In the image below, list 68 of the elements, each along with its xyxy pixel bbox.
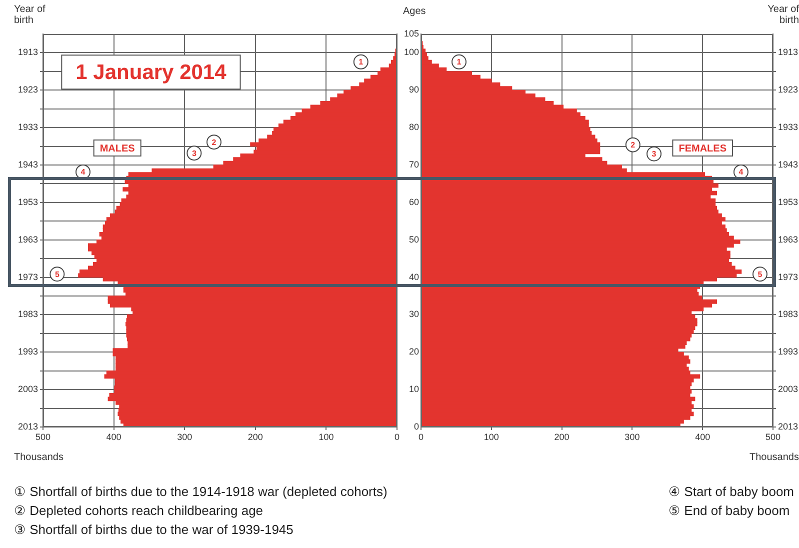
x-tick-label: 200 [554, 432, 570, 442]
y2-tick-label: 1933 [18, 122, 38, 132]
x-tick-label: 400 [106, 432, 122, 442]
y2-tick-label: 1923 [18, 84, 38, 95]
y2-tick-label: 1913 [18, 47, 38, 58]
annotation: 2 [212, 138, 217, 147]
x-tick-label: 500 [765, 432, 781, 442]
x-tick-label: 100 [484, 432, 499, 442]
series-label: MALES [100, 144, 136, 155]
text: ② Depleted cohorts reach childbearing age [14, 503, 264, 518]
y2-tick-label: 1953 [18, 196, 38, 207]
y-tick-label: 80 [408, 122, 419, 132]
annotation: 2 [630, 140, 636, 150]
y2-tick-label: 1953 [778, 196, 798, 207]
x-tick-label: 200 [248, 432, 263, 442]
y2-tick-label: 1943 [778, 159, 798, 170]
y-tick-label: 60 [408, 196, 419, 207]
y-tick-label: 105 [404, 28, 419, 38]
y2-axis-title: Year of birth [766, 4, 799, 26]
y2-tick-label: 1923 [778, 84, 798, 95]
annotation: 4 [738, 168, 744, 177]
y2-tick-label: 1913 [778, 47, 798, 58]
annotation: 4 [80, 168, 86, 177]
y2-tick-label: 1983 [778, 309, 798, 320]
y2-tick-label: 1973 [18, 272, 38, 282]
x-tick-label: 500 [35, 432, 51, 442]
x-axis-title: Thousands [14, 452, 64, 463]
annotation: 1 [358, 58, 364, 67]
text: ④ Start of baby boom [668, 484, 794, 499]
y-tick-label: 90 [408, 84, 419, 95]
y2-tick-label: 1943 [18, 159, 38, 170]
y-tick-label: 0 [414, 421, 419, 432]
annotation: 3 [652, 150, 657, 159]
y-tick-label: 40 [408, 272, 419, 282]
y2-tick-label: 2003 [18, 384, 38, 394]
x-tick-label: 0 [394, 432, 400, 442]
y2-axis-title: Year of birth [14, 4, 46, 26]
y2-tick-label: 1993 [18, 346, 38, 357]
y2-tick-label: 2003 [778, 384, 798, 394]
annotation: 1 [456, 58, 462, 67]
x-tick-label: 300 [624, 432, 640, 442]
x-tick-label: 100 [318, 432, 334, 442]
y2-tick-label: 1973 [778, 272, 798, 282]
annotation: 5 [54, 270, 60, 279]
y2-tick-label: 1993 [778, 346, 798, 357]
y2-tick-label: 2013 [778, 421, 798, 432]
x-tick-label: 400 [695, 432, 710, 442]
y-tick-label: 20 [408, 346, 419, 357]
annotation: 3 [192, 148, 197, 158]
series-label: FEMALES [678, 144, 727, 155]
y-tick-label: 100 [404, 47, 419, 58]
y-axis-title: Ages [403, 6, 426, 17]
annotation: 5 [758, 270, 763, 279]
text: ③ Shortfall of births due to the war of 1939-1945 [14, 522, 294, 537]
y-tick-label: 10 [408, 384, 419, 394]
y2-tick-label: 1933 [778, 122, 798, 132]
y2-tick-label: 2013 [18, 421, 38, 432]
text: ① Shortfall of births due to the 1914-1918 war (depleted cohorts) [14, 484, 388, 499]
x-tick-label: 300 [177, 432, 192, 442]
y2-tick-label: 1983 [18, 309, 38, 320]
y2-tick-label: 1963 [778, 234, 798, 244]
text: 1 January 2014 [76, 60, 227, 84]
text: ⑤ End of baby boom [668, 503, 791, 518]
y-tick-label: 50 [408, 234, 419, 244]
y-tick-label: 30 [408, 309, 419, 320]
y-tick-label: 70 [408, 159, 419, 170]
y2-tick-label: 1963 [18, 234, 38, 244]
x-axis-title: Thousands [750, 452, 799, 463]
